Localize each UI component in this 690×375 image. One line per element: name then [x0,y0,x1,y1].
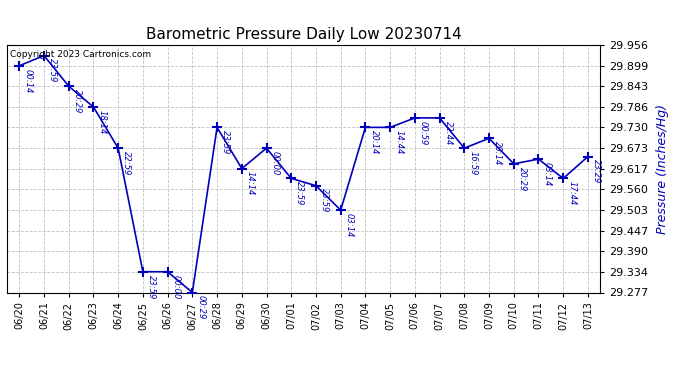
Text: 00:00: 00:00 [172,274,181,299]
Text: 18:14: 18:14 [97,110,106,134]
Text: 23:59: 23:59 [295,181,304,206]
Text: 23:59: 23:59 [221,130,230,154]
Text: 23:59: 23:59 [48,58,57,83]
Text: 20:29: 20:29 [518,166,527,191]
Text: 14:44: 14:44 [394,130,403,154]
Text: 00:29: 00:29 [197,295,206,320]
Text: 23:29: 23:29 [592,159,601,184]
Text: 22:59: 22:59 [122,151,131,175]
Text: 00:14: 00:14 [23,69,32,93]
Text: 03:14: 03:14 [542,162,551,186]
Y-axis label: Pressure (Inches/Hg): Pressure (Inches/Hg) [656,104,669,234]
Text: 00:00: 00:00 [270,151,279,175]
Text: 22:44: 22:44 [444,121,453,145]
Title: Barometric Pressure Daily Low 20230714: Barometric Pressure Daily Low 20230714 [146,27,462,42]
Text: 23:59: 23:59 [320,189,329,213]
Text: 00:59: 00:59 [419,121,428,145]
Text: Copyright 2023 Cartronics.com: Copyright 2023 Cartronics.com [10,50,151,59]
Text: 14:14: 14:14 [246,171,255,196]
Text: 17:44: 17:44 [567,181,576,206]
Text: 20:14: 20:14 [370,130,379,154]
Text: 20:14: 20:14 [493,141,502,165]
Text: 16:59: 16:59 [469,151,477,175]
Text: 20:29: 20:29 [73,89,82,113]
Text: 23:59: 23:59 [147,274,156,299]
Text: 03:14: 03:14 [345,213,354,237]
